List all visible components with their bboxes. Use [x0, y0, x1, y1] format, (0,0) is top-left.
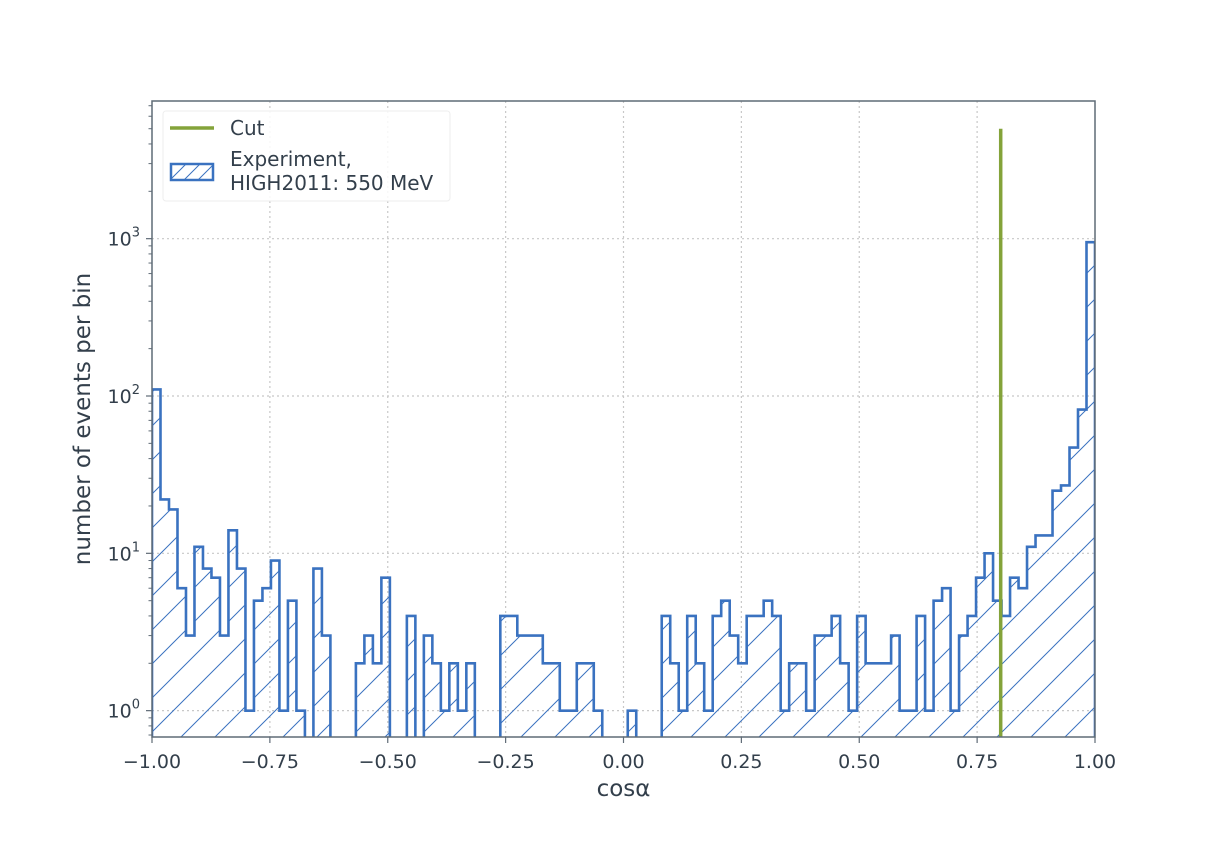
histogram-series [152, 240, 1095, 737]
y-tick-label: 103 [108, 226, 140, 251]
legend-cut-label: Cut [230, 116, 265, 140]
grid-lines [152, 101, 1095, 737]
legend-box [162, 110, 451, 202]
x-tick-label: −0.75 [241, 751, 299, 773]
x-tick-label: 1.00 [1074, 751, 1116, 773]
x-axis-title: cosα [597, 776, 651, 802]
y-tick-label: 101 [108, 540, 140, 565]
x-axis: −1.00 −0.75 −0.50 −0.25 0.00 0.25 0.50 0.75 1.00 [123, 737, 1116, 773]
legend: Cut Experiment, HIGH2011: 550 MeV [162, 110, 451, 202]
x-tick-label: −0.50 [359, 751, 417, 773]
legend-experiment-label-line2: HIGH2011: 550 MeV [230, 171, 434, 195]
legend-experiment-swatch [169, 162, 215, 182]
y-tick-label: 102 [108, 383, 140, 408]
y-axis-title: number of events per bin [70, 273, 96, 565]
x-tick-label: 0.75 [956, 751, 998, 773]
y-axis: 100 101 102 103 [108, 105, 152, 736]
x-tick-label: 0.50 [838, 751, 880, 773]
x-tick-label: 0.00 [602, 751, 644, 773]
x-tick-label: −1.00 [123, 751, 181, 773]
x-tick-label: 0.25 [720, 751, 762, 773]
y-tick-label: 100 [108, 698, 140, 723]
x-tick-label: −0.25 [477, 751, 535, 773]
histogram-bars [152, 240, 1095, 737]
legend-experiment-label-line1: Experiment, [230, 147, 352, 171]
